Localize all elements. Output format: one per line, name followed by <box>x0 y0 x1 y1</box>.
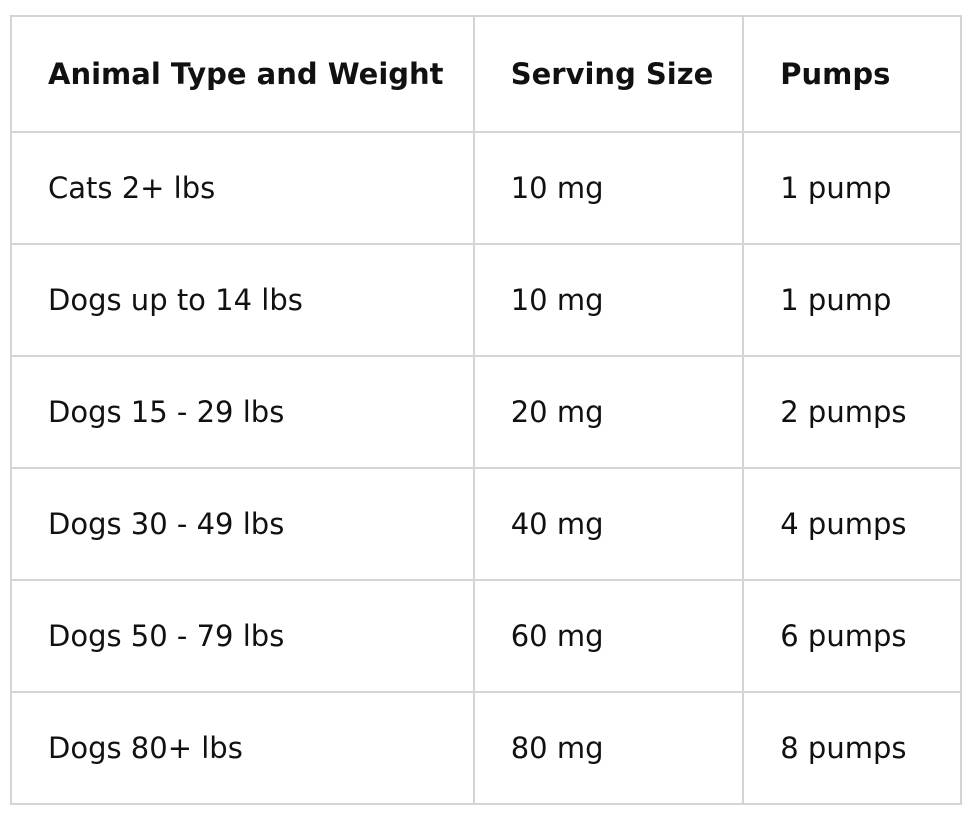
table-cell: 6 pumps <box>742 579 962 693</box>
table-row: Dogs 50 - 79 lbs 60 mg 6 pumps <box>10 579 962 693</box>
table-cell: 10 mg <box>472 131 745 245</box>
table-row: Dogs up to 14 lbs 10 mg 1 pump <box>10 243 962 357</box>
table-cell: 1 pump <box>742 131 962 245</box>
table-cell: 8 pumps <box>742 691 962 805</box>
table-cell: 4 pumps <box>742 467 962 581</box>
table-cell: 80 mg <box>472 691 745 805</box>
table-cell: Dogs 15 - 29 lbs <box>10 355 475 469</box>
table-cell: Dogs 30 - 49 lbs <box>10 467 475 581</box>
table-cell: 20 mg <box>472 355 745 469</box>
table-cell: 2 pumps <box>742 355 962 469</box>
header-cell: Pumps <box>742 15 962 133</box>
table-cell: 40 mg <box>472 467 745 581</box>
table-row: Dogs 80+ lbs 80 mg 8 pumps <box>10 691 962 805</box>
table-row: Dogs 15 - 29 lbs 20 mg 2 pumps <box>10 355 962 469</box>
header-cell: Serving Size <box>472 15 745 133</box>
table-cell: 1 pump <box>742 243 962 357</box>
table-cell: Dogs 50 - 79 lbs <box>10 579 475 693</box>
table-row: Dogs 30 - 49 lbs 40 mg 4 pumps <box>10 467 962 581</box>
header-cell: Animal Type and Weight <box>10 15 475 133</box>
table-cell: Dogs up to 14 lbs <box>10 243 475 357</box>
header-row: Animal Type and Weight Serving Size Pumps <box>10 15 962 133</box>
dosage-table: Animal Type and Weight Serving Size Pumps … <box>10 15 962 805</box>
table-cell: 60 mg <box>472 579 745 693</box>
table-row: Cats 2+ lbs 10 mg 1 pump <box>10 131 962 245</box>
table-cell: 10 mg <box>472 243 745 357</box>
table-cell: Cats 2+ lbs <box>10 131 475 245</box>
table-cell: Dogs 80+ lbs <box>10 691 475 805</box>
table-body: Cats 2+ lbs 10 mg 1 pump Dogs up to 14 lbs 1… <box>10 131 962 805</box>
